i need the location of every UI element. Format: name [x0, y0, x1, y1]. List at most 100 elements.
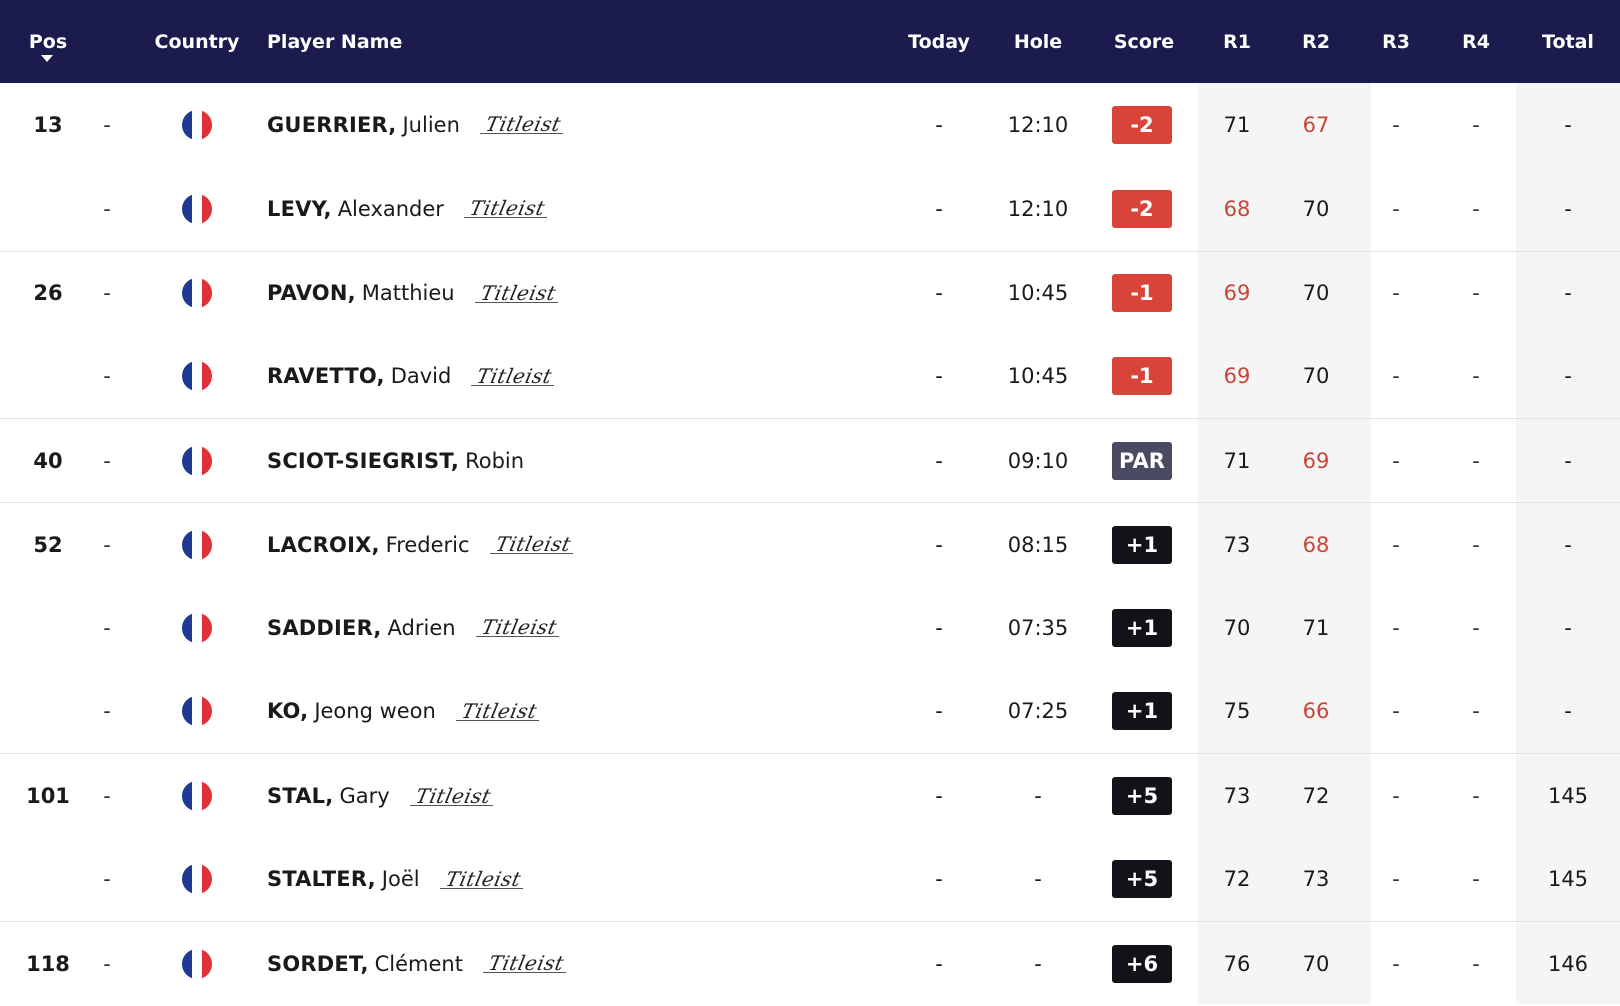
round-3: - — [1392, 196, 1400, 221]
score-badge: +5 — [1112, 860, 1172, 899]
total: - — [1564, 449, 1572, 474]
round-1: 73 — [1223, 532, 1251, 557]
today: - — [935, 281, 943, 306]
round-3: - — [1392, 364, 1400, 389]
country — [182, 922, 212, 1006]
score-badge: -2 — [1112, 189, 1172, 228]
header-r1: R1 — [1223, 31, 1251, 53]
hole: - — [1034, 951, 1042, 976]
score-badge: -1 — [1112, 274, 1172, 313]
round-2: 68 — [1302, 532, 1330, 557]
leaderboard-rows: 13- GUERRIER, Julien Titleist -12:10 -2 71 67- -… — [0, 83, 1620, 1005]
header-pos[interactable]: Pos — [29, 30, 67, 54]
total: 145 — [1547, 867, 1589, 892]
flag-france-icon — [182, 446, 212, 477]
titleist-logo: Titleist — [455, 699, 543, 723]
sort-down-icon[interactable] — [41, 55, 53, 62]
round-4: - — [1472, 112, 1480, 137]
position: 52 — [33, 532, 63, 557]
flag-france-icon — [182, 864, 212, 895]
titleist-logo: Titleist — [439, 867, 527, 891]
table-row[interactable]: 101 - STAL, Gary Titleist - - +5 73 72 - - 145 — [0, 753, 1620, 837]
score: -2 — [1112, 83, 1172, 167]
player-name[interactable]: STAL, Gary Titleist — [267, 754, 497, 838]
round-4: - — [1472, 699, 1480, 724]
table-row[interactable]: - KO, Jeong weon Titleist - 07:25 +1 75 66 - - - — [0, 670, 1620, 754]
flag-france-icon — [182, 696, 212, 727]
round-2: 70 — [1302, 364, 1330, 389]
player-name[interactable]: SADDIER, Adrien Titleist — [267, 586, 563, 670]
player-name[interactable]: STALTER, Joël Titleist — [267, 837, 527, 921]
today: - — [935, 615, 943, 640]
table-row[interactable]: 40 - SCIOT-SIEGRIST, Robin - 09:10 PAR 71 69 - - - — [0, 418, 1620, 502]
score: +1 — [1112, 586, 1172, 670]
total: - — [1564, 699, 1572, 724]
player-given-name: Alexander — [337, 196, 444, 221]
header-score: Score — [1113, 31, 1175, 53]
player-name[interactable]: SCIOT-SIEGRIST, Robin — [267, 419, 524, 503]
player-surname: KO, — [267, 699, 309, 724]
round-1: 68 — [1223, 196, 1251, 221]
player-name[interactable]: GUERRIER, Julien Titleist — [267, 83, 567, 167]
round-2: 72 — [1302, 784, 1330, 809]
round-4: - — [1472, 951, 1480, 976]
player-name[interactable]: LACROIX, Frederic Titleist — [267, 503, 577, 587]
today: - — [935, 449, 943, 474]
player-given-name: Frederic — [385, 532, 470, 557]
player-name[interactable]: KO, Jeong weon Titleist — [267, 670, 543, 754]
today: - — [935, 364, 943, 389]
player-name[interactable]: SORDET, Clément Titleist — [267, 922, 570, 1006]
score-badge: -2 — [1112, 105, 1172, 144]
round-4: - — [1472, 615, 1480, 640]
table-row[interactable]: 13 - GUERRIER, Julien Titleist - 12:10 -2 71 67 - -… — [0, 83, 1620, 167]
position: 26 — [33, 281, 63, 306]
player-name[interactable]: PAVON, Matthieu Titleist — [267, 252, 562, 336]
table-row[interactable]: 26 - PAVON, Matthieu Titleist - 10:45 -1 69 70 - - - — [0, 250, 1620, 336]
score-badge: PAR — [1112, 442, 1172, 481]
score-badge: +5 — [1112, 777, 1172, 816]
position: 13 — [33, 112, 63, 137]
player-name[interactable]: RAVETTO, David Titleist — [267, 334, 559, 418]
player-name[interactable]: LEVY, Alexander Titleist — [267, 167, 551, 251]
round-4: - — [1472, 867, 1480, 892]
score: -1 — [1112, 334, 1172, 418]
today: - — [935, 784, 943, 809]
movement: - — [103, 281, 111, 306]
player-surname: STALTER, — [267, 867, 376, 892]
score-badge: +6 — [1112, 944, 1172, 983]
hole: 10:45 — [1007, 364, 1069, 389]
movement: - — [103, 112, 111, 137]
player-surname: SORDET, — [267, 951, 369, 976]
round-3: - — [1392, 699, 1400, 724]
hole: 07:35 — [1007, 615, 1069, 640]
rounds-shading — [1198, 83, 1371, 1004]
hole: 10:45 — [1007, 281, 1069, 306]
position: 101 — [26, 784, 70, 809]
round-2: 66 — [1302, 699, 1330, 724]
today: - — [935, 951, 943, 976]
round-4: - — [1472, 784, 1480, 809]
header-hole: Hole — [1013, 31, 1063, 53]
flag-france-icon — [182, 278, 212, 309]
leaderboard-header: Pos Country Player Name Today Hole Score… — [0, 0, 1620, 83]
table-row[interactable]: 118 - SORDET, Clément Titleist - - +6 76 70 - - 146 — [0, 920, 1620, 1006]
hole: 12:10 — [1007, 196, 1069, 221]
table-row[interactable]: - SADDIER, Adrien Titleist - 07:35 +1 70 71 - - - — [0, 586, 1620, 670]
titleist-logo: Titleist — [463, 196, 551, 220]
movement: - — [103, 867, 111, 892]
round-4: - — [1472, 281, 1480, 306]
table-row[interactable]: - LEVY, Alexander Titleist - 12:10 -2 68 70 - - - — [0, 167, 1620, 251]
table-row[interactable]: - RAVETTO, David Titleist - 10:45 -1 69 70 - - - — [0, 334, 1620, 418]
titleist-logo: Titleist — [479, 112, 567, 136]
round-1: 72 — [1223, 867, 1251, 892]
table-row[interactable]: 52 - LACROIX, Frederic Titleist - 08:15 +1 73 68 -… — [0, 501, 1620, 587]
hole: - — [1034, 867, 1042, 892]
round-1: 71 — [1223, 449, 1251, 474]
score: +5 — [1112, 754, 1172, 838]
flag-france-icon — [182, 193, 212, 224]
table-row[interactable]: - STALTER, Joël Titleist - - +5 72 73 - - 145 — [0, 837, 1620, 921]
round-3: - — [1392, 281, 1400, 306]
score-badge: -1 — [1112, 357, 1172, 396]
total: - — [1564, 532, 1572, 557]
hole: 08:15 — [1007, 532, 1069, 557]
